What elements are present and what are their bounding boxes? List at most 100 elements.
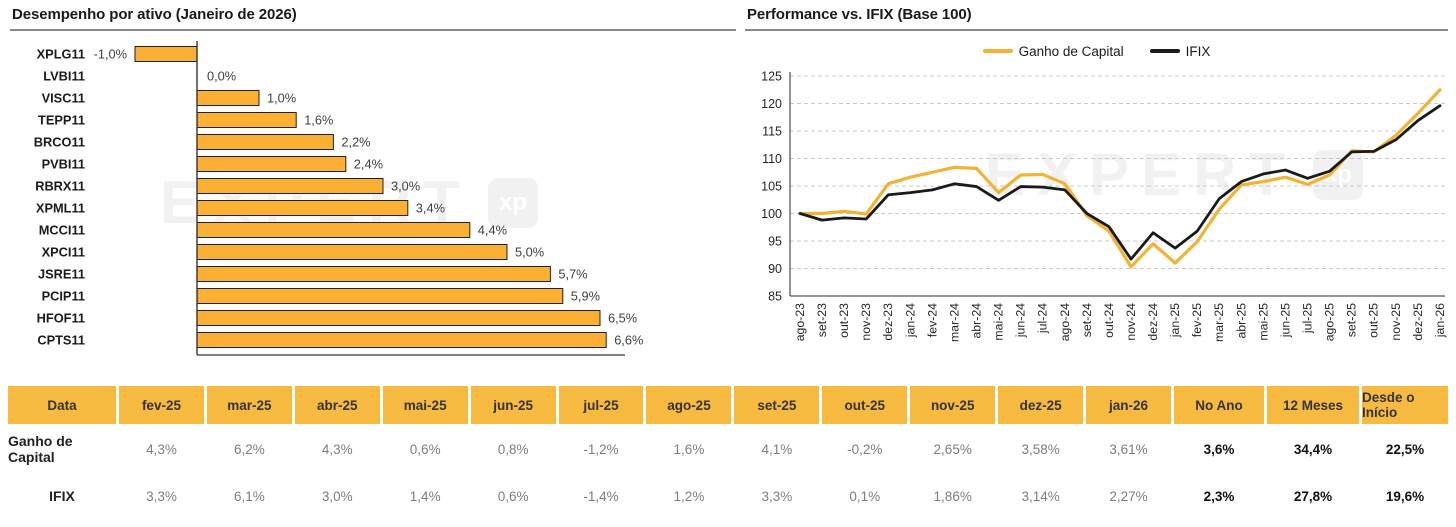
table-row-label: IFIX [49, 488, 75, 504]
bar-category-label: JSRE11 [38, 267, 85, 282]
bar-category-label: LVBI11 [43, 69, 85, 84]
bar-value-label: 2,4% [354, 157, 383, 172]
x-axis-tick-label: set-24 [1080, 303, 1094, 337]
x-axis-tick-label: set-25 [1345, 303, 1359, 337]
y-axis-tick-label: 90 [768, 262, 782, 276]
table-value-cell: 6,1% [233, 488, 265, 504]
x-axis-tick: dez-24 [1146, 303, 1160, 341]
y-axis-tick-label: 120 [761, 97, 782, 111]
bar-category-label: PCIP11 [42, 289, 85, 304]
bar-value-label: 2,2% [341, 135, 370, 150]
x-axis-tick-label: set-23 [815, 303, 829, 337]
table-header-cell: dez-25 [998, 386, 1084, 424]
x-axis-tick: jan-24 [903, 303, 917, 338]
table-header-cell: set-25 [734, 386, 820, 424]
series-line-ifix [798, 104, 1442, 261]
bar-category-label: PVBI11 [42, 157, 85, 172]
bar-category-label: VISC11 [42, 91, 85, 106]
table-value-cell: 4,3% [321, 441, 353, 457]
bar-value-label: 5,0% [515, 245, 544, 260]
y-axis-tick-label: 95 [768, 234, 782, 248]
x-axis-tick-label: jun-25 [1278, 303, 1292, 338]
table-header-cell: nov-25 [910, 386, 996, 424]
y-axis-tick-label: 125 [761, 69, 782, 83]
x-axis-tick-label: dez-25 [1411, 303, 1425, 341]
legend-label: Ganho de Capital [1018, 43, 1124, 59]
bar [196, 178, 384, 194]
bar-value-label: 5,7% [558, 267, 587, 282]
x-axis-tick-label: fev-25 [1190, 303, 1204, 337]
table-value-cell: 3,3% [146, 488, 177, 504]
bar [196, 134, 334, 150]
x-axis-tick: jan-26 [1433, 303, 1447, 338]
x-axis-tick: fev-25 [1190, 303, 1204, 337]
bar-category-label: TEPP11 [38, 113, 85, 128]
bar-chart: XPLG11 -1,0% LVBI11 0,0% VISC11 1,0% TEPP11 1,6… [34, 41, 643, 356]
x-axis-tick: set-23 [815, 303, 829, 337]
x-axis-tick-label: jul-24 [1036, 303, 1050, 334]
table-value-cell: 6,2% [233, 441, 265, 457]
x-axis-tick-label: abr-24 [969, 303, 983, 339]
bar-value-label: 6,6% [614, 333, 643, 348]
table-header-cell: Data [8, 386, 116, 424]
x-axis-tick: abr-24 [969, 303, 983, 339]
table-header-cell: 12 Meses [1266, 386, 1359, 424]
x-axis-tick: mar-25 [1212, 303, 1226, 342]
x-axis-tick-label: ago-23 [793, 303, 807, 341]
bar-category-label: XPML11 [36, 201, 85, 216]
table-value-cell: 27,8% [1293, 488, 1333, 504]
table-value-cell: 1,4% [409, 488, 441, 504]
y-axis-tick-label: 85 [768, 289, 782, 303]
x-axis-tick-label: jan-25 [1168, 303, 1182, 338]
x-axis-tick-label: jan-26 [1433, 303, 1447, 338]
table-header-cell: jan-26 [1086, 386, 1171, 424]
bar-chart-panel: Desempenho por ativo (Janeiro de 2026) E… [10, 0, 736, 383]
x-axis-tick: jul-25 [1301, 303, 1315, 334]
table-value-cell: 4,3% [146, 441, 177, 457]
table-value-cell: 3,3% [761, 488, 793, 504]
line-chart: 85 90 95 100 105 110 115 120 125 ago-23 set-23 out-… [761, 69, 1447, 342]
x-axis-tick-label: abr-25 [1234, 303, 1248, 339]
x-axis-tick-label: out-25 [1367, 303, 1381, 338]
x-axis-tick: out-23 [837, 303, 851, 338]
line-chart-legend: Ganho de Capital IFIX [745, 41, 1448, 61]
bar [196, 156, 347, 172]
x-axis-tick-label: jul-25 [1301, 303, 1315, 334]
x-axis-tick: dez-23 [881, 303, 895, 341]
bar-category-label: MCCI11 [39, 223, 85, 238]
table-value-cell: 0,6% [409, 441, 441, 457]
table-value-cell: 3,6% [1203, 441, 1235, 457]
table-header-cell: mar-25 [206, 386, 292, 424]
table-header-cell: jul-25 [558, 386, 644, 424]
table-value-cell: 22,5% [1385, 441, 1425, 457]
x-axis-tick: abr-25 [1234, 303, 1248, 339]
x-axis-tick-label: jan-24 [903, 303, 917, 338]
y-axis-tick-label: 110 [762, 152, 782, 166]
legend-line-swatch [982, 49, 1013, 53]
x-axis-tick: mai-25 [1256, 303, 1270, 341]
table-value-cell: 2,27% [1109, 488, 1148, 504]
legend-label: IFIX [1185, 43, 1211, 59]
bar [196, 310, 601, 326]
bar-category-label: CPTS11 [37, 333, 85, 348]
bar-chart-title: Desempenho por ativo (Janeiro de 2026) [12, 6, 297, 23]
table-value-cell: 2,65% [933, 441, 972, 457]
x-axis-tick: nov-23 [859, 303, 873, 341]
bar-value-label: -1,0% [94, 47, 127, 62]
x-axis-tick-label: out-23 [837, 303, 851, 338]
x-axis-tick: jun-25 [1278, 303, 1292, 338]
table-row-label: Ganho de Capital [8, 433, 73, 465]
performance-table: Data fev-25 mar-25 abr-25 mai-25 jun-25 jul-25… [8, 386, 1448, 518]
y-axis-tick-label: 115 [762, 124, 782, 138]
bar [196, 90, 260, 106]
x-axis-tick-label: mai-25 [1256, 303, 1270, 341]
x-axis-tick: nov-25 [1389, 303, 1403, 341]
legend-item: Ganho de Capital [982, 43, 1124, 59]
x-axis-tick: jan-25 [1168, 303, 1182, 338]
table-value-cell: -1,2% [583, 441, 619, 457]
x-axis-tick: jun-24 [1014, 303, 1028, 338]
x-axis-tick-label: nov-25 [1389, 303, 1403, 341]
x-axis-tick-label: nov-23 [859, 303, 873, 341]
table-value-cell: 1,86% [933, 488, 972, 504]
